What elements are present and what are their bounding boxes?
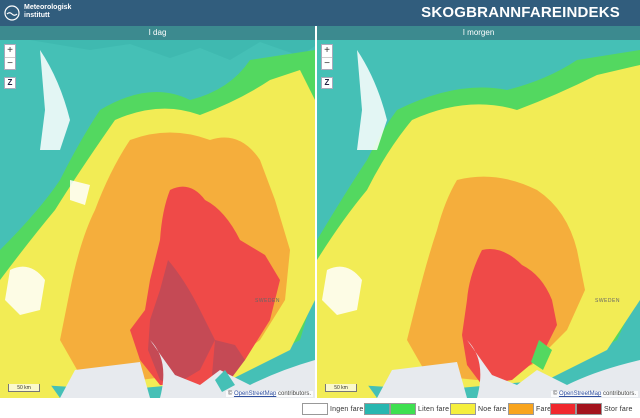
fire-index-map-tomorrow xyxy=(317,40,640,398)
osm-link[interactable]: OpenStreetMap xyxy=(558,391,602,397)
legend-swatch xyxy=(364,403,390,415)
legend-swatch xyxy=(508,403,534,415)
legend-label: Liten fare xyxy=(418,405,450,413)
scale-bar: 50 km xyxy=(8,384,40,392)
pane-header-today: I dag xyxy=(0,26,315,40)
pane-divider xyxy=(315,26,317,398)
legend-label: Ingen fare xyxy=(330,405,364,413)
map-label-sweden: SWEDEN xyxy=(255,298,280,304)
legend-swatch xyxy=(576,403,602,415)
legend-liten-fare: Liten fare xyxy=(364,402,449,416)
legend-swatch xyxy=(450,403,476,415)
legend-label: Stor fare xyxy=(604,405,633,413)
zoom-out-button[interactable]: − xyxy=(322,57,332,69)
zoom-in-button[interactable]: + xyxy=(5,45,15,57)
map-today[interactable]: + − Z SWEDEN 50 km © OpenStreetMap contr… xyxy=(0,40,315,398)
attribution-prefix: © xyxy=(227,391,234,397)
attribution-suffix: contributors. xyxy=(601,391,636,397)
app-header: Meteorologisk institutt SKOGBRANNFAREIND… xyxy=(0,0,640,26)
legend-swatch xyxy=(550,403,576,415)
zoom-box-button[interactable]: Z xyxy=(4,77,16,89)
zoom-box-button[interactable]: Z xyxy=(321,77,333,89)
legend-swatch xyxy=(390,403,416,415)
legend-swatch xyxy=(302,403,328,415)
legend-label: Noe fare xyxy=(478,405,507,413)
page-title: SKOGBRANNFAREINDEKS xyxy=(421,4,620,21)
osm-link[interactable]: OpenStreetMap xyxy=(233,391,277,397)
legend-fare: Fare xyxy=(508,402,551,416)
legend-ingen-fare: Ingen fare xyxy=(302,402,364,416)
zoom-control-today: + − xyxy=(4,44,16,70)
map-attribution: © OpenStreetMap contributors. xyxy=(225,391,313,397)
met-logo[interactable]: Meteorologisk institutt xyxy=(4,3,144,23)
legend-stor-fare: Stor fare xyxy=(550,402,633,416)
fire-index-map-today xyxy=(0,40,315,398)
brand-name: Meteorologisk institutt xyxy=(24,4,72,19)
zoom-control-tomorrow: + − xyxy=(321,44,333,70)
pane-header-tomorrow: I morgen xyxy=(317,26,640,40)
zoom-out-button[interactable]: − xyxy=(5,57,15,69)
danger-legend: Ingen fare Liten fare Noe fare Fare Stor… xyxy=(300,398,640,418)
met-logo-icon xyxy=(4,5,20,21)
legend-label: Fare xyxy=(536,405,552,413)
attribution-suffix: contributors. xyxy=(276,391,311,397)
legend-noe-fare: Noe fare xyxy=(450,402,506,416)
zoom-in-button[interactable]: + xyxy=(322,45,332,57)
map-label-sweden: SWEDEN xyxy=(595,298,620,304)
scale-bar: 50 km xyxy=(325,384,357,392)
map-tomorrow[interactable]: + − Z SWEDEN 50 km © OpenStreetMap contr… xyxy=(317,40,640,398)
attribution-prefix: © xyxy=(552,391,559,397)
map-attribution: © OpenStreetMap contributors. xyxy=(550,391,638,397)
